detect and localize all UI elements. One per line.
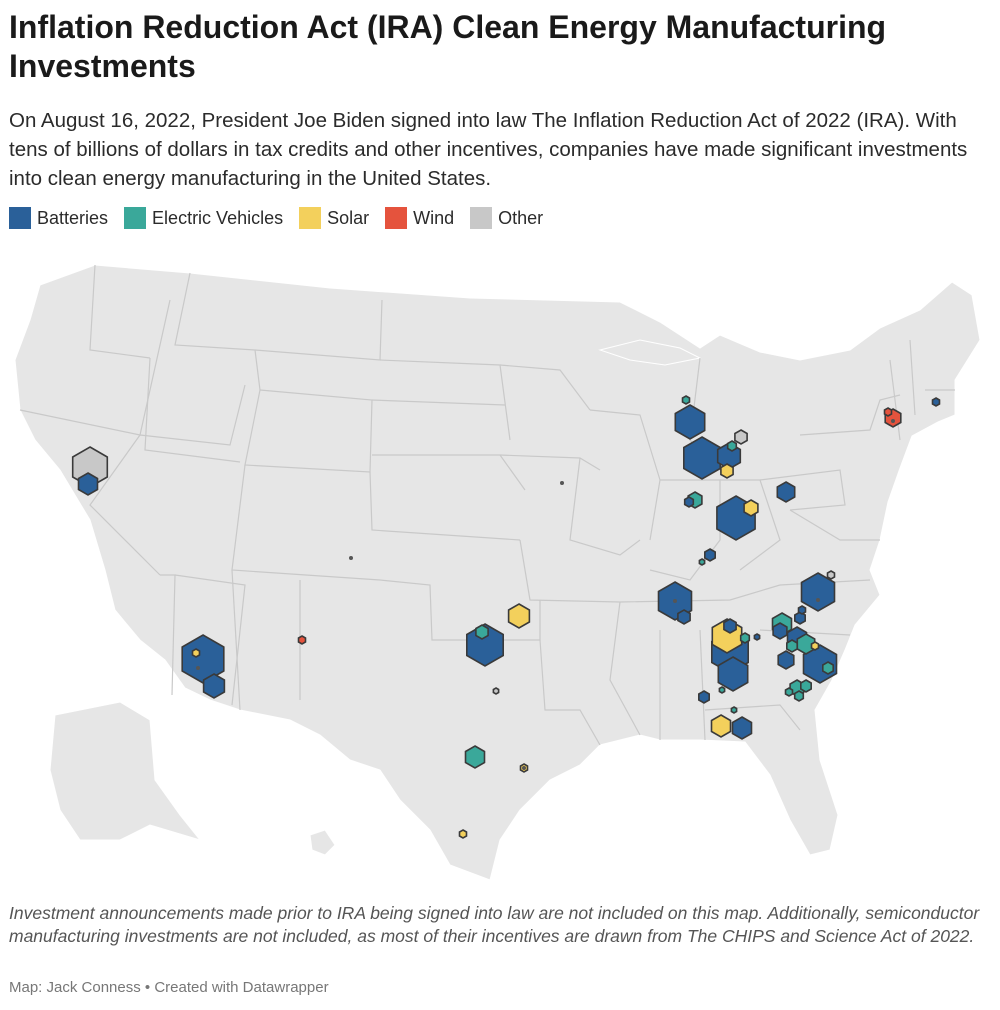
legend-swatch-wind: [385, 207, 408, 229]
marker-electric-vehicles-7[interactable]: [475, 624, 489, 640]
small-dot-2: [196, 666, 200, 670]
map-subtitle: On August 16, 2022, President Joe Biden …: [9, 109, 968, 190]
hawaii: [309, 829, 336, 856]
legend-swatch-solar: [299, 207, 322, 229]
marker-batteries-38[interactable]: [731, 716, 753, 740]
legend-label-electric-vehicles: Electric Vehicles: [152, 207, 284, 228]
legend-item-other: Other: [470, 207, 543, 229]
credit-line: Map: Jack Conness • Created with Datawra…: [9, 979, 329, 996]
marker-solar-19[interactable]: [720, 463, 734, 479]
marker-batteries-31[interactable]: [717, 656, 749, 692]
marker-electric-vehicles-51[interactable]: [821, 661, 835, 675]
small-dot-1: [349, 556, 353, 560]
legend-item-wind: Wind: [385, 207, 454, 229]
marker-batteries-1[interactable]: [77, 472, 99, 496]
marker-electric-vehicles-33[interactable]: [739, 632, 751, 644]
marker-solar-8[interactable]: [507, 603, 531, 629]
marker-solar-23[interactable]: [743, 499, 759, 517]
marker-other-9[interactable]: [492, 687, 500, 695]
marker-batteries-43[interactable]: [772, 622, 788, 640]
marker-electric-vehicles-39[interactable]: [730, 706, 738, 714]
small-dot-4: [891, 419, 895, 423]
marker-electric-vehicles-10[interactable]: [464, 745, 486, 769]
marker-batteries-59[interactable]: [931, 397, 941, 407]
marker-electric-vehicles-55[interactable]: [784, 687, 794, 697]
marker-electric-vehicles-47[interactable]: [785, 639, 799, 653]
marker-solar-37[interactable]: [710, 714, 732, 738]
marker-electric-vehicles-53[interactable]: [799, 679, 813, 693]
investment-markers[interactable]: [71, 395, 941, 839]
legend-swatch-batteries: [9, 207, 31, 229]
small-dot-5: [673, 599, 677, 603]
marker-batteries-13[interactable]: [674, 404, 706, 440]
small-dot-markers: [196, 419, 895, 770]
marker-electric-vehicles-18[interactable]: [726, 440, 738, 452]
legend-label-other: Other: [498, 207, 544, 228]
legend-item-batteries: Batteries: [9, 207, 108, 229]
marker-other-17[interactable]: [734, 429, 748, 445]
marker-electric-vehicles-26[interactable]: [698, 558, 706, 566]
marker-wind-5[interactable]: [297, 635, 307, 645]
marker-batteries-32[interactable]: [723, 618, 737, 634]
legend-label-solar: Solar: [327, 207, 370, 228]
us-map[interactable]: [0, 240, 1000, 890]
footnote: Investment announcements made prior to I…: [9, 903, 980, 946]
legend: Batteries Electric Vehicles Solar Wind O…: [9, 207, 543, 229]
marker-batteries-24[interactable]: [776, 481, 796, 503]
alaska: [49, 701, 202, 841]
marker-electric-vehicles-35[interactable]: [718, 686, 726, 694]
small-dot-6: [816, 598, 820, 602]
small-dot-3: [522, 766, 526, 770]
marker-solar-4[interactable]: [191, 648, 201, 658]
small-dot-0: [560, 481, 564, 485]
marker-batteries-36[interactable]: [697, 690, 711, 704]
marker-electric-vehicles-46[interactable]: [796, 633, 816, 655]
marker-batteries-25[interactable]: [703, 548, 717, 562]
map-title: Inflation Reduction Act (IRA) Clean Ener…: [9, 9, 887, 84]
marker-batteries-44[interactable]: [793, 611, 807, 625]
marker-electric-vehicles-54[interactable]: [793, 690, 805, 702]
marker-wind-58[interactable]: [883, 407, 893, 417]
marker-solar-50[interactable]: [810, 641, 820, 651]
legend-item-solar: Solar: [299, 207, 369, 229]
marker-solar-12[interactable]: [458, 829, 468, 839]
marker-batteries-56[interactable]: [797, 605, 807, 615]
marker-batteries-34[interactable]: [753, 633, 761, 641]
marker-batteries-3[interactable]: [202, 673, 226, 699]
marker-batteries-28[interactable]: [677, 609, 691, 625]
legend-swatch-other: [470, 207, 493, 229]
marker-batteries-21[interactable]: [683, 496, 695, 508]
legend-swatch-electric-vehicles: [124, 207, 147, 229]
marker-other-41[interactable]: [826, 570, 836, 580]
marker-batteries-40[interactable]: [800, 572, 836, 612]
legend-label-wind: Wind: [413, 207, 455, 228]
legend-item-electric-vehicles: Electric Vehicles: [124, 207, 283, 229]
marker-batteries-48[interactable]: [777, 650, 795, 670]
marker-electric-vehicles-14[interactable]: [681, 395, 691, 405]
legend-label-batteries: Batteries: [37, 207, 109, 228]
